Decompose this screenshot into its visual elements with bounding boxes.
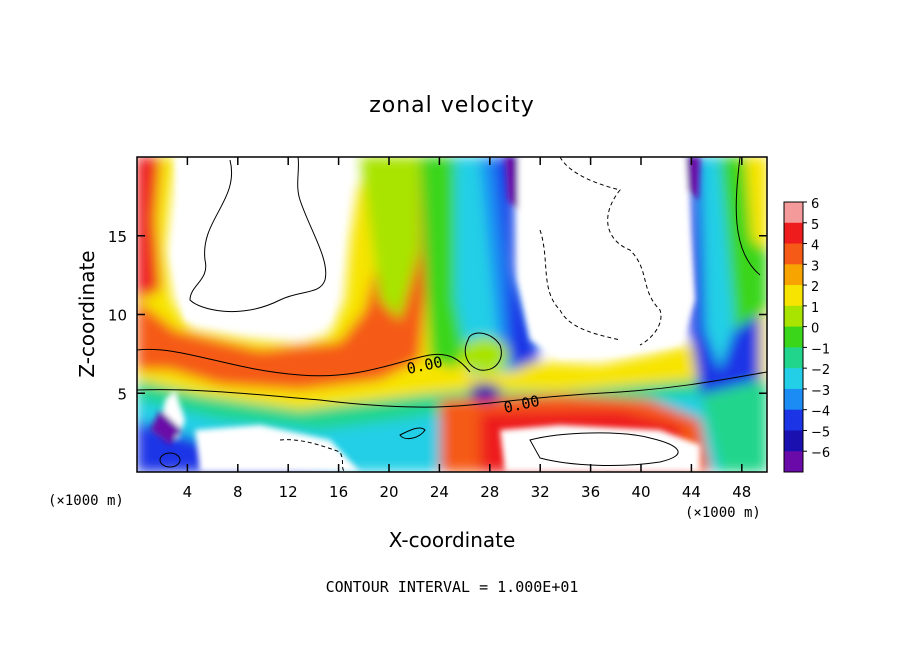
colorbar-label: −5	[811, 425, 830, 440]
colorbar-label: −2	[811, 363, 830, 378]
x-tick-label: 12	[279, 483, 298, 501]
chart-title: zonal velocity	[369, 93, 535, 118]
colorbar-frame	[783, 201, 804, 473]
colorbar-swatch	[784, 285, 803, 307]
colorbar-swatch	[784, 430, 803, 452]
colorbar-swatch	[784, 243, 803, 265]
colorbar-swatch	[784, 222, 803, 245]
y-axis-label: Z-coordinate	[75, 250, 99, 377]
colorbar-label: 3	[811, 259, 819, 274]
y-tick-label: 10	[108, 307, 127, 325]
x-tick-label: 16	[329, 483, 348, 501]
colorbar-swatch	[784, 388, 803, 411]
colorbar-swatch	[784, 305, 803, 328]
colorbar: 6 5 4 3 2 1 0 −1 −2 −3 −4 −5 −6	[783, 197, 830, 473]
colorbar-label: 5	[811, 218, 819, 233]
x-tick-label: 36	[581, 483, 600, 501]
x-tick-label: 28	[480, 483, 499, 501]
colorbar-label: 2	[811, 280, 819, 295]
colorbar-swatch	[784, 368, 803, 390]
x-axis-label: X-coordinate	[389, 528, 516, 552]
y-tick-label: 15	[108, 228, 127, 246]
colorbar-label: −6	[811, 446, 830, 461]
colorbar-swatch	[784, 409, 803, 431]
x-tick-label: 44	[682, 483, 701, 501]
contour-interval-note: CONTOUR INTERVAL = 1.000E+01	[326, 578, 579, 596]
colorbar-label: 6	[811, 197, 819, 212]
x-tick-label: 40	[631, 483, 650, 501]
colorbar-label: 0	[811, 322, 819, 337]
x-tick-label: 32	[531, 483, 550, 501]
x-tick-label: 4	[183, 483, 193, 501]
colorbar-swatch	[784, 347, 803, 369]
colorbar-swatch	[784, 264, 803, 286]
y-axis-ticks: 5 10 15	[108, 228, 767, 403]
colorbar-swatch	[784, 202, 803, 224]
x-unit-left: (×1000 m)	[48, 493, 124, 509]
y-tick-label: 5	[117, 385, 127, 403]
colorbar-swatch	[784, 326, 803, 348]
x-tick-label: 8	[233, 483, 243, 501]
x-tick-label: 24	[430, 483, 449, 501]
colorbar-label: 4	[811, 239, 819, 254]
colorbar-label: −1	[811, 342, 830, 357]
colorbar-label: 1	[811, 301, 819, 316]
colorbar-swatch	[784, 451, 803, 473]
heatmap-field	[137, 157, 767, 472]
x-axis-ticks: 4 8 12 16 20 24 28 32 36 40 44 48	[183, 157, 751, 501]
x-tick-label: 20	[379, 483, 398, 501]
colorbar-label: −3	[811, 384, 830, 399]
colorbar-label: −4	[811, 405, 830, 420]
x-tick-label: 48	[732, 483, 751, 501]
x-unit-right: (×1000 m)	[685, 505, 761, 521]
